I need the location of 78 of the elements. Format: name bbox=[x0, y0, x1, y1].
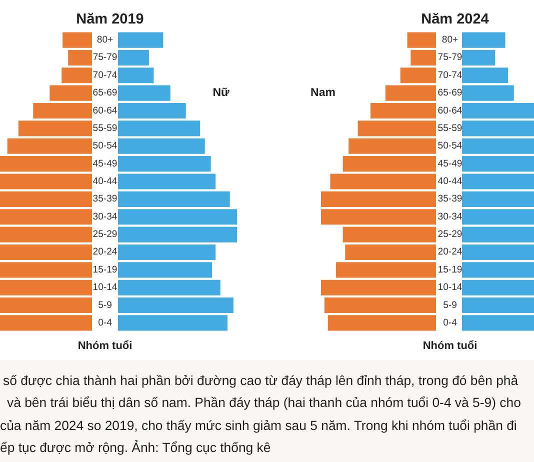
y-tick-label: 15-19 bbox=[92, 264, 118, 276]
y-tick-label: 80+ bbox=[96, 34, 114, 46]
y-tick-label: 40-44 bbox=[92, 176, 118, 187]
y-tick-label: 80+ bbox=[442, 34, 459, 46]
bar bbox=[118, 68, 154, 84]
y-axis-title: Nhóm tuổi bbox=[78, 340, 132, 352]
y-tick-label: 70-74 bbox=[92, 70, 118, 81]
y-tick-label: 45-49 bbox=[438, 158, 462, 170]
bar bbox=[462, 120, 534, 136]
y-tick-label: 10-14 bbox=[92, 282, 118, 294]
text: Nữ bbox=[212, 87, 230, 100]
bar bbox=[118, 244, 216, 260]
bar bbox=[118, 174, 216, 190]
y-tick-label: 0-4 bbox=[98, 317, 113, 328]
bar bbox=[118, 280, 220, 296]
y-tick-label: 35-39 bbox=[438, 194, 462, 205]
y-axis-title: Nhóm tuổi bbox=[422, 340, 478, 352]
bar bbox=[462, 244, 534, 260]
bar bbox=[118, 138, 205, 154]
bar bbox=[118, 156, 211, 172]
bar bbox=[118, 32, 164, 48]
y-tick-label: 60-64 bbox=[438, 105, 463, 116]
bar bbox=[462, 68, 508, 84]
text: số được chia thành hai phần bởi đường cao từ đáy tháp lên đỉnh tháp, trong đó bên phả bbox=[3, 372, 518, 390]
bar bbox=[118, 315, 228, 331]
y-tick-label: 30-34 bbox=[438, 211, 463, 222]
bar bbox=[462, 315, 534, 331]
chart-title: Năm 2024 bbox=[421, 12, 489, 28]
bar bbox=[462, 280, 534, 296]
y-tick-label: 35-39 bbox=[92, 194, 118, 205]
y-tick-label: 45-49 bbox=[92, 158, 118, 170]
y-tick-label: 0-4 bbox=[443, 317, 458, 328]
bar bbox=[462, 85, 514, 101]
bar bbox=[118, 297, 234, 314]
y-tick-label: 15-19 bbox=[438, 264, 462, 276]
bar bbox=[462, 191, 534, 207]
bar bbox=[118, 262, 212, 278]
bar bbox=[118, 226, 237, 242]
y-tick-label: 65-69 bbox=[438, 88, 462, 99]
y-tick-label: 50-54 bbox=[438, 140, 463, 152]
y-tick-label: 60-64 bbox=[92, 105, 118, 116]
y-tick-label: 55-59 bbox=[438, 122, 462, 134]
text: của năm 2024 so 2019, cho thấy mức sinh giảm sau 5 năm. Trong khi nhóm tuổi phần đi bbox=[0, 416, 517, 435]
y-tick-label: 50-54 bbox=[92, 140, 118, 152]
y-tick-label: 75-79 bbox=[438, 52, 462, 64]
y-tick-label: 5-9 bbox=[98, 300, 112, 311]
bar bbox=[462, 297, 534, 314]
text: và bên trái biểu thị dân số nam. Phần đáy tháp (hai thanh của nhóm tuổi 0-4 và 5-9) cho bbox=[7, 394, 521, 412]
bar bbox=[462, 209, 534, 225]
text: ếp tục được mở rộng. Ảnh: Tổng cục thống kê bbox=[0, 439, 271, 458]
y-tick-label: 65-69 bbox=[92, 88, 118, 99]
bar bbox=[118, 85, 170, 101]
bar bbox=[462, 50, 496, 66]
bar bbox=[462, 32, 506, 48]
text: Nam bbox=[310, 87, 336, 100]
bar bbox=[462, 138, 534, 154]
y-tick-label: 25-29 bbox=[438, 229, 462, 240]
y-tick-label: 30-34 bbox=[92, 211, 118, 222]
y-tick-label: 20-24 bbox=[92, 246, 118, 258]
y-tick-label: 10-14 bbox=[438, 282, 463, 294]
bar bbox=[462, 226, 534, 242]
y-tick-label: 5-9 bbox=[443, 300, 457, 311]
bar bbox=[118, 120, 200, 136]
y-tick-label: 40-44 bbox=[438, 176, 463, 187]
bar bbox=[462, 262, 534, 278]
y-tick-label: 20-24 bbox=[438, 246, 463, 258]
bar bbox=[118, 209, 237, 225]
bar bbox=[118, 102, 186, 119]
bar bbox=[462, 156, 534, 172]
bar bbox=[462, 102, 534, 119]
y-tick-label: 25-29 bbox=[92, 229, 118, 240]
bar bbox=[118, 191, 230, 207]
chart-title: Năm 2019 bbox=[76, 12, 144, 28]
y-tick-label: 70-74 bbox=[438, 70, 463, 81]
y-tick-label: 75-79 bbox=[92, 52, 118, 64]
y-tick-label: 55-59 bbox=[92, 122, 118, 134]
bar bbox=[118, 50, 149, 66]
bar bbox=[462, 174, 534, 190]
